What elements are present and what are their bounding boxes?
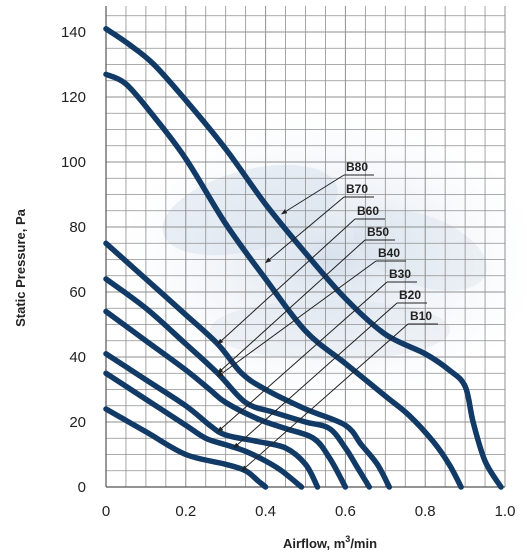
- x-tick-label: 0: [102, 503, 110, 520]
- x-tick-label: 0.4: [255, 503, 276, 520]
- series-labels: B80 B70 B60 B50 B40 B30 B20 B10: [346, 160, 432, 323]
- series-leader-line-b50: [217, 239, 366, 374]
- series-line-b70: [103, 71, 464, 490]
- x-tick-label: 0.6: [335, 503, 356, 520]
- series-leader-line-b40: [217, 260, 377, 377]
- fan-blade-shape: [353, 209, 487, 291]
- x-tick-label: 0.8: [415, 503, 436, 520]
- fan-blade-shape: [210, 300, 450, 360]
- series-line-b30: [103, 351, 321, 490]
- grid: [105, 6, 506, 488]
- tick-labels: 0 0.2 0.4 0.6 0.8 1.0 0 20 40 60 80 100 120 140: [61, 24, 515, 520]
- series-label-b20: B20: [399, 288, 421, 302]
- series-leader-line-b60: [217, 218, 356, 345]
- y-tick-label: 80: [69, 219, 86, 236]
- x-axis-label-suffix: /min: [350, 536, 377, 551]
- x-tick-label: 1.0: [495, 503, 516, 520]
- series-leader-line-b20: [233, 302, 398, 449]
- y-tick-label: 20: [69, 414, 86, 431]
- series-line-b10: [103, 406, 269, 490]
- x-tick-label: 0.2: [175, 503, 196, 520]
- series-leader-line-b70: [265, 196, 345, 264]
- y-tick-label: 0: [78, 479, 86, 496]
- series-leader-line-b10: [241, 323, 409, 472]
- series-label-b70: B70: [346, 182, 368, 196]
- series-label-b30: B30: [389, 267, 411, 281]
- series-label-b60: B60: [357, 204, 379, 218]
- series-leader-line-b30: [217, 281, 388, 433]
- y-tick-label: 40: [69, 349, 86, 366]
- x-axis-label-sup: 3: [345, 534, 350, 544]
- y-tick-label: 120: [61, 89, 86, 106]
- series-label-b50: B50: [367, 225, 389, 239]
- x-axis-label-main: Airflow, m: [283, 536, 345, 551]
- series-leader-line-b80: [281, 174, 345, 215]
- y-tick-label: 100: [61, 154, 86, 171]
- y-tick-label: 140: [61, 24, 86, 41]
- series-label-b40: B40: [378, 246, 400, 260]
- y-axis-label: Static Pressure, Pa: [13, 208, 28, 327]
- series-label-b80: B80: [346, 160, 368, 174]
- series-line-b20: [103, 370, 305, 490]
- y-tick-label: 60: [69, 284, 86, 301]
- series-label-b10: B10: [410, 309, 432, 323]
- series-leader-lines: [217, 174, 438, 472]
- x-axis-label: Airflow, m3/min: [283, 534, 377, 551]
- series-line-b80: [103, 26, 504, 490]
